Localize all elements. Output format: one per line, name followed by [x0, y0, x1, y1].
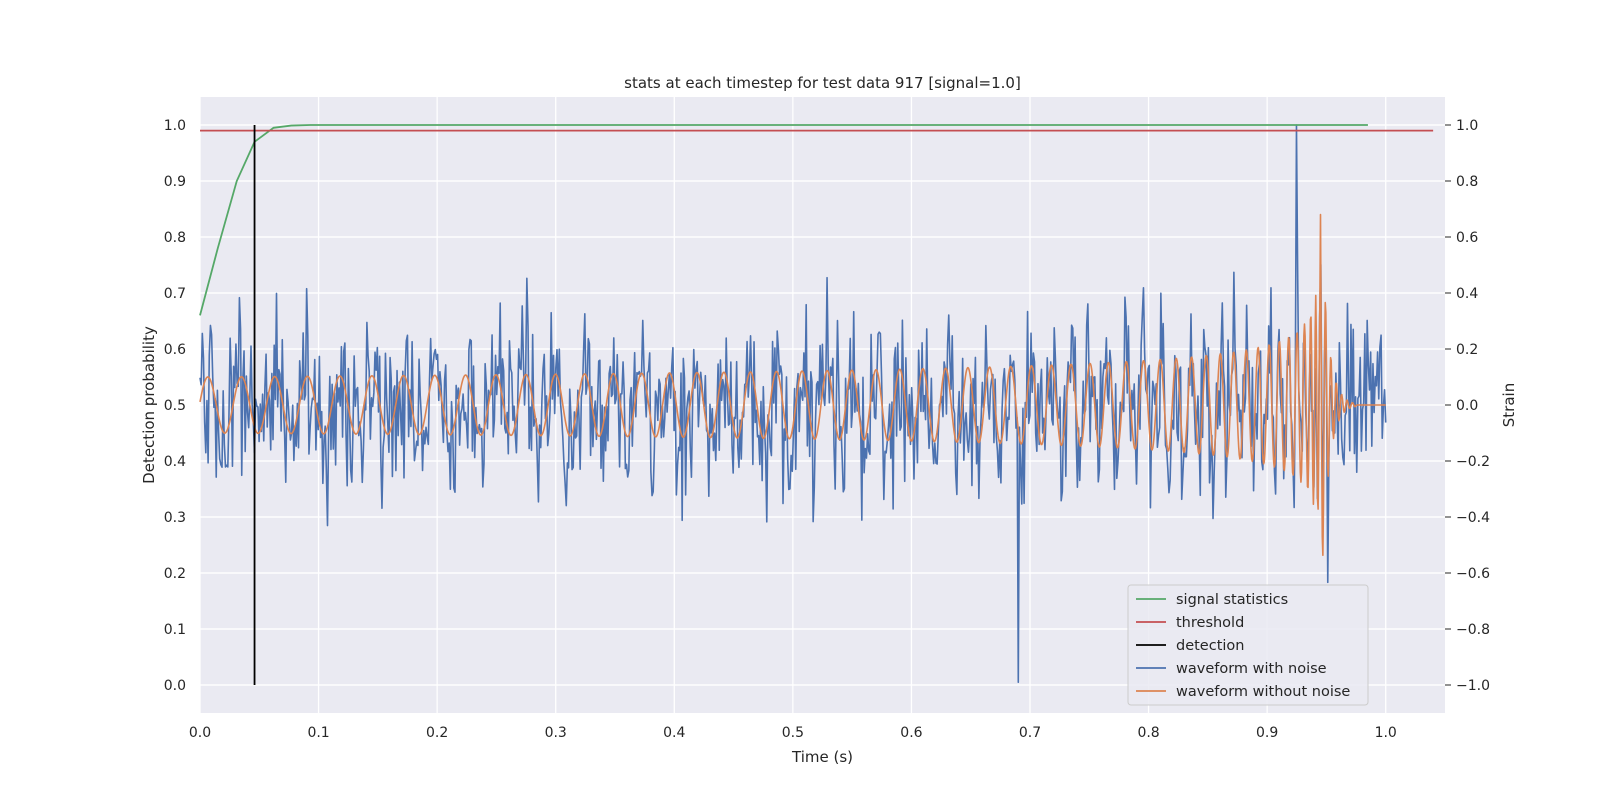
x-tick-label: 0.5 [782, 725, 804, 741]
left-y-axis-label: Detection probability [140, 326, 158, 484]
x-tick-label: 0.0 [189, 725, 211, 741]
left-y-tick-label: 0.2 [164, 566, 186, 582]
left-y-tick-label: 0.3 [164, 510, 186, 526]
right-y-tick-label: 0.2 [1456, 342, 1478, 358]
axis-layer: 0.0 0.1 0.2 0.3 0.4 0.5 0.6 0.7 0.8 0.9 1.0 0.0 0.1 0… [164, 118, 1490, 741]
legend-label: signal statistics [1176, 592, 1288, 608]
right-y-tick-label: −0.6 [1456, 566, 1490, 582]
x-axis-label: Time (s) [791, 748, 853, 766]
legend-label: waveform with noise [1176, 661, 1327, 677]
right-y-tick-label: 0.6 [1456, 230, 1478, 246]
left-y-tick-label: 0.5 [164, 398, 186, 414]
legend: signal statistics threshold detection wavef… [1127, 584, 1369, 706]
right-y-axis-label: Strain [1500, 383, 1518, 427]
right-y-tick-label: 0.4 [1456, 286, 1478, 302]
right-y-tick-label: −0.4 [1456, 510, 1490, 526]
x-tick-label: 0.9 [1256, 725, 1278, 741]
x-tick-label: 0.6 [900, 725, 922, 741]
x-tick-label: 1.0 [1375, 725, 1397, 741]
right-y-tick-label: 0.8 [1456, 174, 1478, 190]
x-tick-label: 0.1 [307, 725, 329, 741]
series-layer [199, 124, 1434, 685]
left-y-tick-label: 0.0 [164, 678, 186, 694]
legend-label: waveform without noise [1176, 684, 1350, 700]
right-y-tick-label: −0.2 [1456, 454, 1490, 470]
x-tick-label: 0.7 [1019, 725, 1041, 741]
chart-title: stats at each timestep for test data 917… [624, 74, 1021, 92]
x-tick-label: 0.4 [663, 725, 685, 741]
right-y-tick-label: 1.0 [1456, 118, 1478, 134]
x-tick-label: 0.3 [545, 725, 567, 741]
left-y-tick-label: 0.1 [164, 622, 186, 638]
series-waveform-without-noise [199, 213, 1386, 557]
legend-label: detection [1176, 638, 1244, 654]
left-y-tick-label: 0.8 [164, 230, 186, 246]
series-signal-statistics [199, 124, 1368, 316]
left-y-tick-label: 1.0 [164, 118, 186, 134]
x-tick-label: 0.8 [1137, 725, 1159, 741]
legend-label: threshold [1176, 615, 1244, 631]
right-y-tick-label: −1.0 [1456, 678, 1490, 694]
left-y-tick-label: 0.9 [164, 174, 186, 190]
x-tick-label: 0.2 [426, 725, 448, 741]
left-y-tick-label: 0.7 [164, 286, 186, 302]
left-y-tick-label: 0.6 [164, 342, 186, 358]
legend-box [1127, 584, 1369, 706]
right-y-tick-label: −0.8 [1456, 622, 1490, 638]
left-y-tick-label: 0.4 [164, 454, 186, 470]
right-y-tick-label: 0.0 [1456, 398, 1478, 414]
